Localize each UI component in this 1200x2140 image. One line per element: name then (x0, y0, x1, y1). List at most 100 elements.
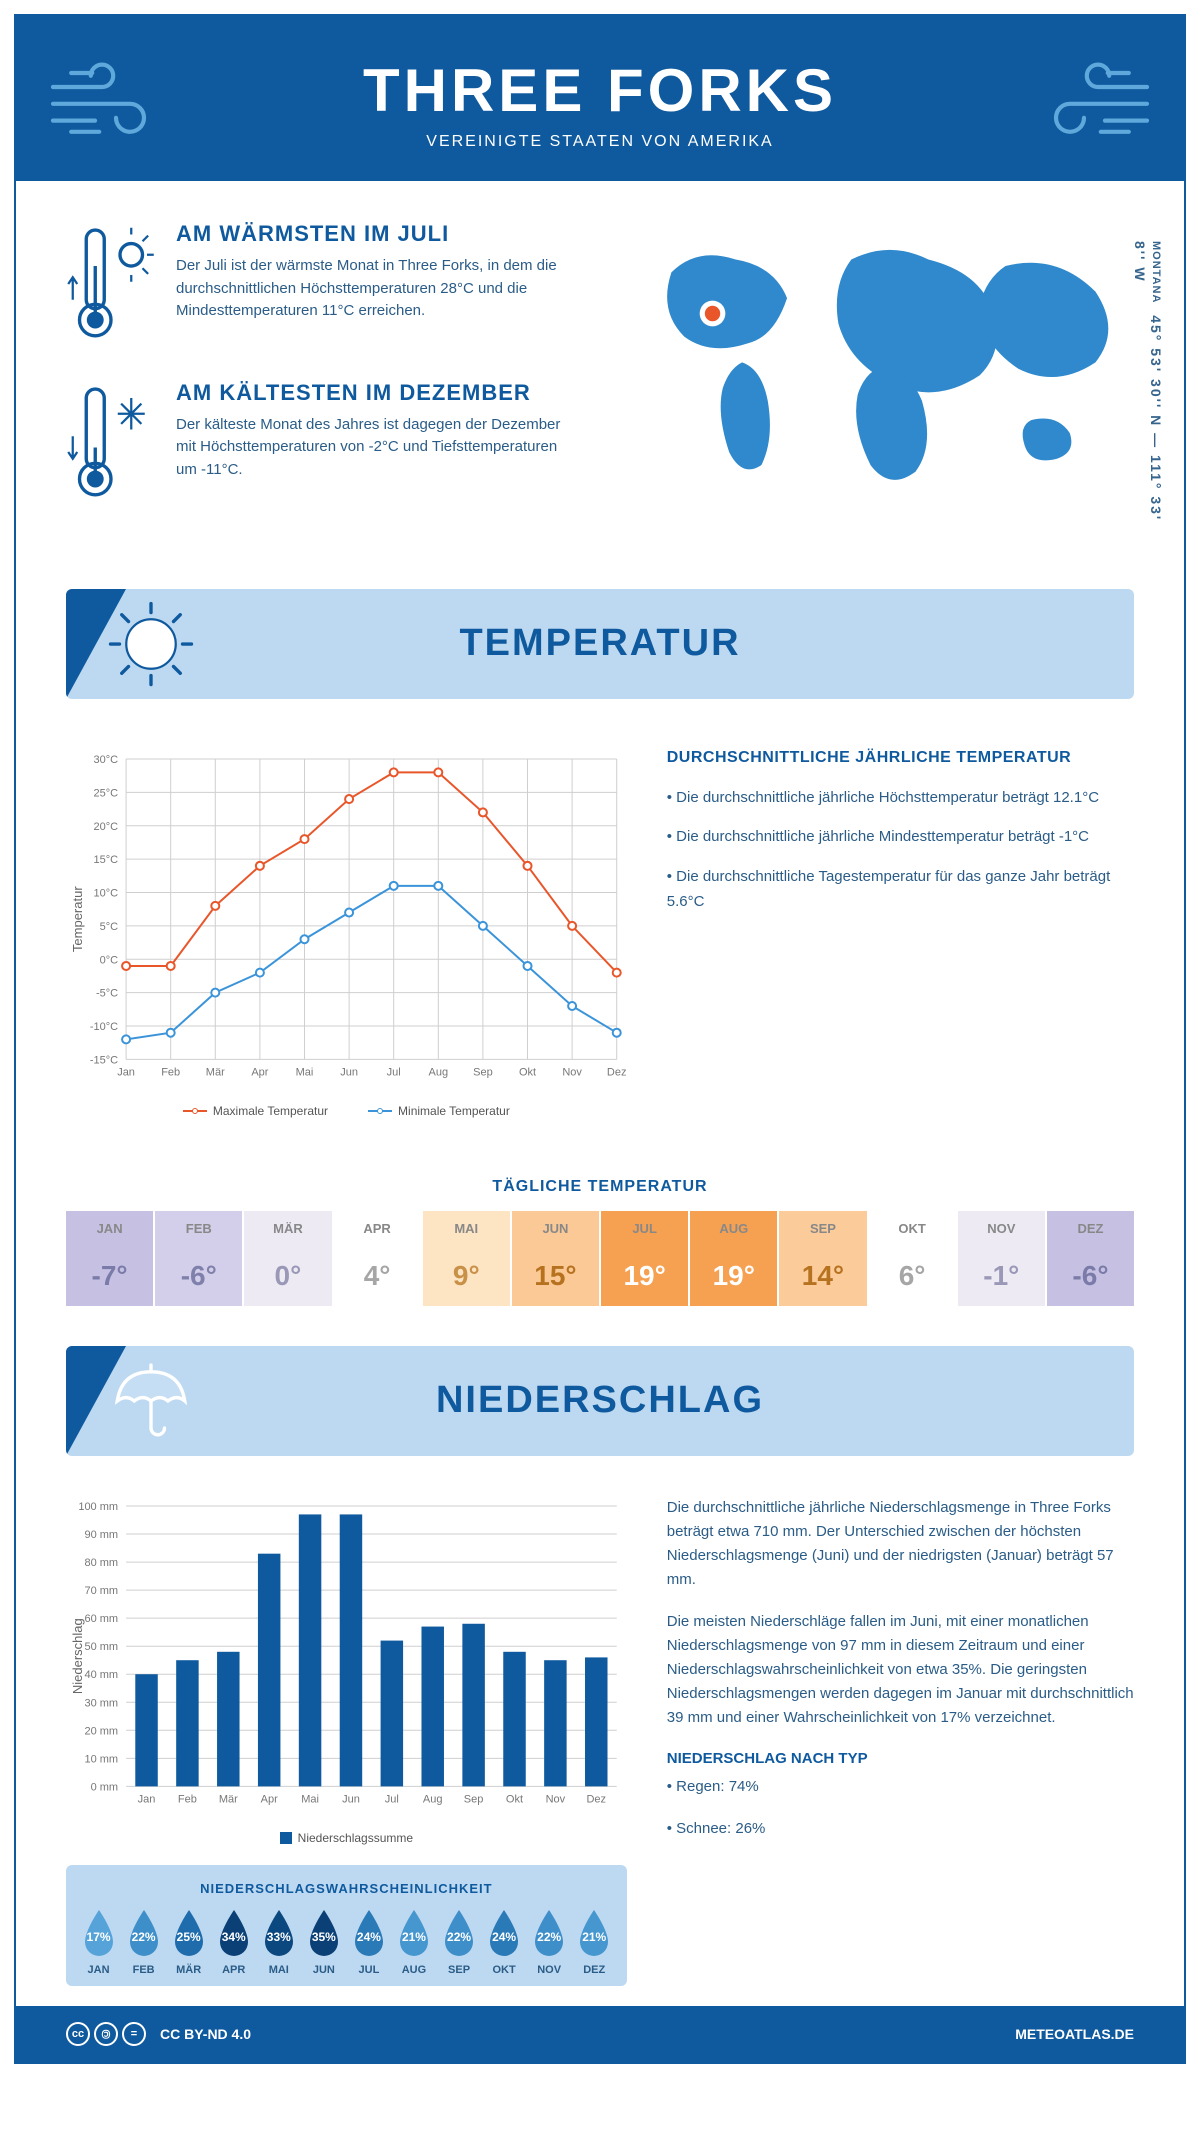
daily-temp-value: 15° (512, 1246, 599, 1306)
svg-text:30°C: 30°C (93, 754, 118, 766)
svg-text:70 mm: 70 mm (84, 1585, 118, 1597)
prob-percent: 22% (447, 1930, 471, 1944)
daily-temp-value: -7° (66, 1246, 153, 1306)
daily-cell: MÄR0° (244, 1211, 333, 1306)
daily-month-label: DEZ (1047, 1211, 1134, 1246)
prob-cell: 35% JUN (301, 1908, 346, 1976)
svg-text:10°C: 10°C (93, 887, 118, 899)
daily-temp-value: 14° (779, 1246, 866, 1306)
temp-bullet: • Die durchschnittliche jährliche Höchst… (667, 785, 1134, 811)
prob-cell: 25% MÄR (166, 1908, 211, 1976)
raindrop-icon: 33% (258, 1908, 300, 1960)
prob-month-label: FEB (121, 1964, 166, 1976)
prob-month-label: AUG (391, 1964, 436, 1976)
cc-icons: cc🄯= (66, 2022, 146, 2046)
prob-percent: 22% (132, 1930, 156, 1944)
svg-text:0 mm: 0 mm (91, 1781, 119, 1793)
svg-text:Jun: Jun (342, 1793, 360, 1805)
daily-cell: NOV-1° (958, 1211, 1047, 1306)
precipitation-heading: NIEDERSCHLAG (436, 1379, 764, 1422)
prob-month-label: JUL (346, 1964, 391, 1976)
precipitation-text: Die durchschnittliche jährliche Niedersc… (667, 1496, 1134, 1986)
warmest-fact: AM WÄRMSTEN IM JULI Der Juli ist der wär… (66, 221, 580, 350)
precipitation-banner: NIEDERSCHLAG (66, 1346, 1134, 1456)
svg-text:15°C: 15°C (93, 854, 118, 866)
intro-section: AM WÄRMSTEN IM JULI Der Juli ist der wär… (16, 181, 1184, 569)
raindrop-icon: 21% (393, 1908, 435, 1960)
prob-percent: 25% (177, 1930, 201, 1944)
prob-percent: 17% (87, 1930, 111, 1944)
svg-text:Dez: Dez (586, 1793, 606, 1805)
precip-para-1: Die durchschnittliche jährliche Niedersc… (667, 1496, 1134, 1592)
svg-text:Aug: Aug (429, 1066, 449, 1078)
page-subtitle: VEREINIGTE STAATEN VON AMERIKA (36, 133, 1164, 151)
daily-cell: JUL19° (601, 1211, 690, 1306)
prob-cell: 34% APR (211, 1908, 256, 1976)
svg-text:20 mm: 20 mm (84, 1725, 118, 1737)
temp-chart-legend: Maximale Temperatur Minimale Temperatur (66, 1104, 627, 1118)
prob-cell: 33%MAI (256, 1908, 301, 1976)
svg-text:Okt: Okt (519, 1066, 536, 1078)
svg-text:Mär: Mär (206, 1066, 225, 1078)
daily-temp-value: 19° (690, 1246, 777, 1306)
daily-temp-value: 0° (244, 1246, 331, 1306)
coordinates: MONTANA 45° 53' 30'' N — 111° 33' 8'' W (1132, 241, 1164, 539)
wind-icon (1014, 56, 1154, 146)
prob-percent: 22% (537, 1930, 561, 1944)
daily-temp-value: -1° (958, 1246, 1045, 1306)
svg-text:50 mm: 50 mm (84, 1641, 118, 1653)
svg-text:90 mm: 90 mm (84, 1529, 118, 1541)
prob-cell: 21% AUG (391, 1908, 436, 1976)
daily-month-label: JUL (601, 1211, 688, 1246)
page-title: THREE FORKS (36, 56, 1164, 125)
prob-cell: 24% JUL (346, 1908, 391, 1976)
raindrop-icon: 24% (348, 1908, 390, 1960)
svg-text:-5°C: -5°C (96, 987, 118, 999)
prob-month-label: MÄR (166, 1964, 211, 1976)
daily-cell: AUG19° (690, 1211, 779, 1306)
daily-month-label: MÄR (244, 1211, 331, 1246)
raindrop-icon: 25% (168, 1908, 210, 1960)
prob-percent: 33% (267, 1930, 291, 1944)
svg-text:60 mm: 60 mm (84, 1613, 118, 1625)
daily-cell: APR4° (334, 1211, 423, 1306)
temperature-heading: TEMPERATUR (459, 622, 740, 665)
daily-month-label: JAN (66, 1211, 153, 1246)
prob-month-label: JUN (301, 1964, 346, 1976)
svg-text:Jul: Jul (385, 1793, 399, 1805)
daily-month-label: JUN (512, 1211, 599, 1246)
daily-month-label: APR (334, 1211, 421, 1246)
svg-text:Jan: Jan (138, 1793, 156, 1805)
svg-text:100 mm: 100 mm (78, 1501, 118, 1513)
temp-summary-heading: DURCHSCHNITTLICHE JÄHRLICHE TEMPERATUR (667, 749, 1134, 767)
svg-text:-10°C: -10°C (90, 1021, 118, 1033)
prob-cell: 22% FEB (121, 1908, 166, 1976)
svg-text:Niederschlag: Niederschlag (70, 1618, 85, 1694)
daily-month-label: NOV (958, 1211, 1045, 1246)
svg-text:Feb: Feb (178, 1793, 197, 1805)
raindrop-icon: 34% (213, 1908, 255, 1960)
header-banner: THREE FORKS VEREINIGTE STAATEN VON AMERI… (16, 16, 1184, 181)
prob-month-label: JAN (76, 1964, 121, 1976)
daily-temp-value: 9° (423, 1246, 510, 1306)
prob-month-label: NOV (527, 1964, 572, 1976)
prob-month-label: DEZ (572, 1964, 617, 1976)
warmest-text: Der Juli ist der wärmste Monat in Three … (176, 255, 580, 323)
raindrop-icon: 17% (78, 1908, 120, 1960)
svg-text:Mai: Mai (301, 1793, 319, 1805)
prob-percent: 35% (312, 1930, 336, 1944)
prob-percent: 24% (357, 1930, 381, 1944)
sun-icon (106, 599, 196, 689)
site-name: METEOATLAS.DE (1015, 2026, 1134, 2042)
svg-text:Nov: Nov (546, 1793, 566, 1805)
daily-cell: OKT6° (869, 1211, 958, 1306)
svg-text:Jun: Jun (340, 1066, 358, 1078)
prob-month-label: APR (211, 1964, 256, 1976)
daily-month-label: OKT (869, 1211, 956, 1246)
prob-cell: 22% NOV (527, 1908, 572, 1976)
prob-month-label: OKT (482, 1964, 527, 1976)
daily-cell: SEP14° (779, 1211, 868, 1306)
daily-cell: MAI9° (423, 1211, 512, 1306)
prob-percent: 21% (402, 1930, 426, 1944)
prob-month-label: SEP (437, 1964, 482, 1976)
